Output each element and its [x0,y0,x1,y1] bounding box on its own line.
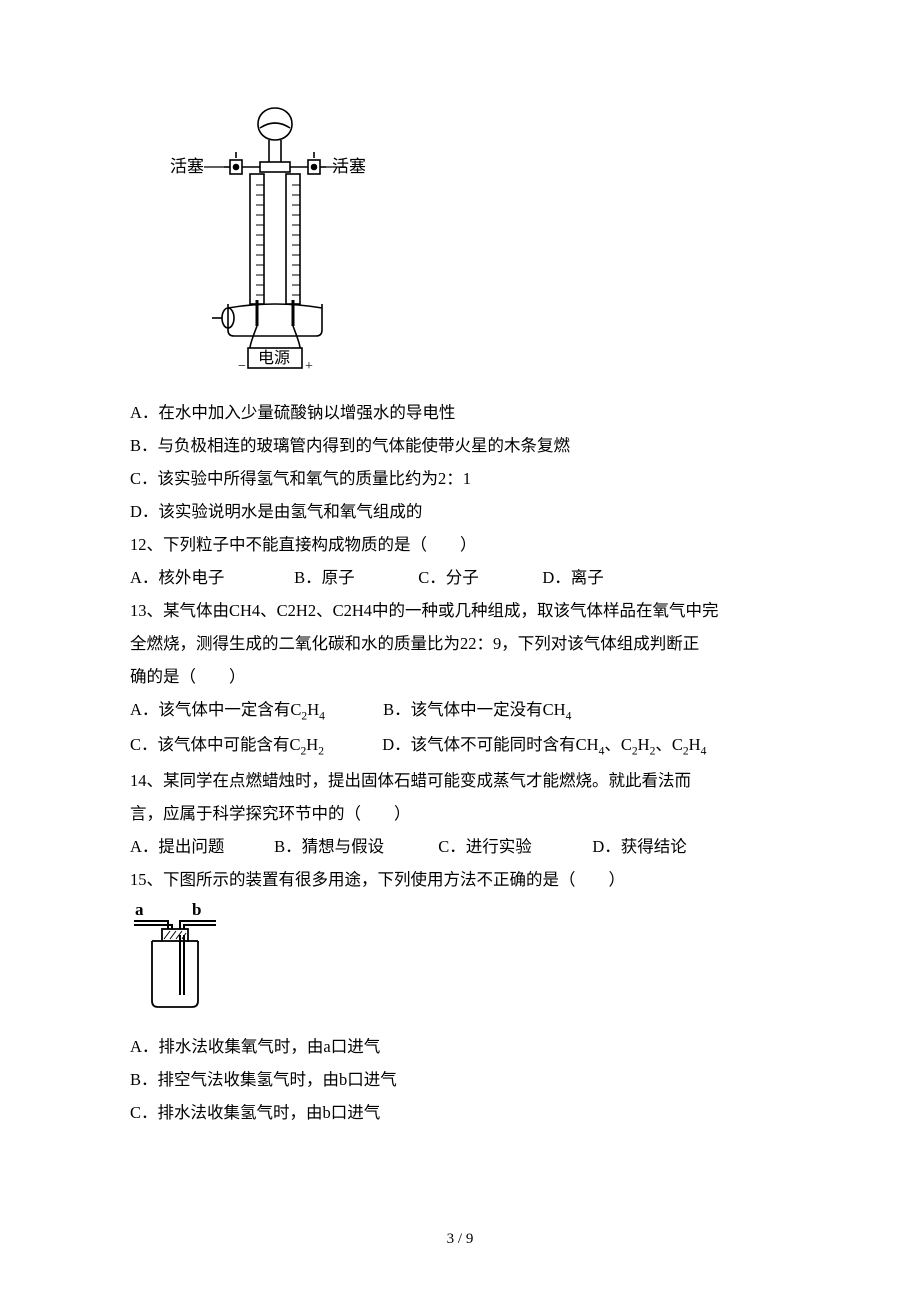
q15-opt-b: B．排空气法收集氢气时，由b口进气 [130,1063,790,1096]
electrolysis-svg: 活塞 活塞 电源 − + [160,100,390,375]
q15-opt-a: A．排水法收集氧气时，由a口进气 [130,1030,790,1063]
label-plus: + [305,359,313,374]
q11-opt-a: A．在水中加入少量硫酸钠以增强水的导电性 [130,396,790,429]
q12-opt-b: B．原子 [294,561,414,594]
gas-bottle-svg: a b [130,901,250,1011]
q13-opt-c: C．该气体中可能含有C2H2 [130,735,324,754]
q13-opt-a: A．该气体中一定含有C2H4 [130,700,325,719]
q14-stem1: 14、某同学在点燃蜡烛时，提出固体石蜡可能变成蒸气才能燃烧。就此看法而 [130,764,790,797]
q13-stem2: 全燃烧，测得生成的二氧化碳和水的质量比为22：9，下列对该气体组成判断正 [130,627,790,660]
q14-opt-d: D．获得结论 [592,830,686,863]
q13-stem1: 13、某气体由CH4、C2H2、C2H4中的一种或几种组成，取该气体样品在氧气中… [130,594,790,627]
q13-row2: C．该气体中可能含有C2H2 D．该气体不可能同时含有CH4、C2H2、C2H4 [130,728,790,763]
q12-options: A．核外电子 B．原子 C．分子 D．离子 [130,561,790,594]
label-left-stopper: 活塞 [170,157,204,176]
q11-opt-c: C．该实验中所得氢气和氧气的质量比约为2：1 [130,462,790,495]
q15-opt-c: C．排水法收集氢气时，由b口进气 [130,1096,790,1129]
q15-stem: 15、下图所示的装置有很多用途，下列使用方法不正确的是（ ） [130,863,790,896]
label-a: a [135,901,144,919]
q14-opt-a: A．提出问题 [130,830,270,863]
q14-stem2: 言，应属于科学探究环节中的（ ） [130,797,790,830]
label-minus: − [238,359,246,374]
q13-opt-b: B．该气体中一定没有CH4 [383,700,571,719]
q12-stem: 12、下列粒子中不能直接构成物质的是（ ） [130,528,790,561]
q14-opt-b: B．猜想与假设 [274,830,434,863]
q12-opt-c: C．分子 [418,561,538,594]
electrolysis-figure: 活塞 活塞 电源 − + [160,100,790,386]
q13-stem3: 确的是（ ） [130,660,790,693]
q14-opt-c: C．进行实验 [438,830,588,863]
q13-opt-d: D．该气体不可能同时含有CH4、C2H2、C2H4 [382,735,706,754]
gas-bottle-figure: a b [130,901,790,1022]
q14-options: A．提出问题 B．猜想与假设 C．进行实验 D．获得结论 [130,830,790,863]
q11-opt-d: D．该实验说明水是由氢气和氧气组成的 [130,495,790,528]
q12-opt-d: D．离子 [542,561,603,594]
q11-opt-b: B．与负极相连的玻璃管内得到的气体能使带火星的木条复燃 [130,429,790,462]
label-power: 电源 [258,349,290,367]
q12-opt-a: A．核外电子 [130,561,290,594]
q13-row1: A．该气体中一定含有C2H4 B．该气体中一定没有CH4 [130,693,790,728]
page: 活塞 活塞 电源 − + A．在水中加入少量硫酸钠以增强水的导电性 B．与负极相… [0,0,920,1302]
label-b: b [192,901,201,919]
page-footer: 3 / 9 [0,1224,920,1254]
